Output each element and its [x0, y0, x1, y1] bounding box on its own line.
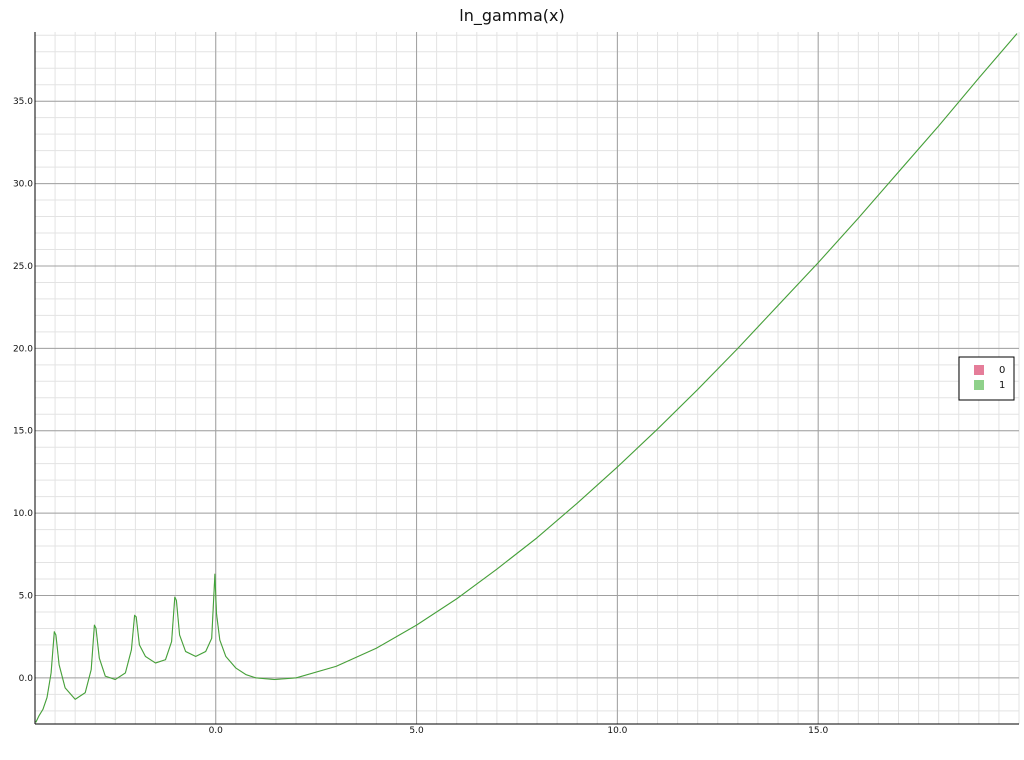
- x-tick-label: 0.0: [209, 726, 224, 736]
- y-tick-label: 30.0: [13, 180, 33, 190]
- y-tick-label: 20.0: [13, 344, 33, 354]
- x-tick-label: 5.0: [409, 726, 424, 736]
- legend[interactable]: 01: [958, 356, 1015, 401]
- legend-label-0[interactable]: 0: [999, 365, 1005, 376]
- legend-swatch-0[interactable]: [974, 365, 984, 375]
- series-line-1: [35, 33, 1018, 723]
- y-tick-label: 5.0: [19, 591, 34, 601]
- y-tick-label: 10.0: [13, 509, 33, 519]
- y-tick-label: 35.0: [13, 97, 33, 107]
- y-tick-label: 15.0: [13, 427, 33, 437]
- x-tick-label: 10.0: [607, 726, 627, 736]
- chart-title: ln_gamma(x): [459, 6, 565, 25]
- series-layer: [35, 33, 1018, 723]
- axes-layer: [34, 32, 1019, 725]
- legend-label-1[interactable]: 1: [999, 380, 1005, 391]
- y-tick-label: 0.0: [19, 674, 34, 684]
- series-line-0: [35, 33, 1018, 723]
- y-tick-label: 25.0: [13, 262, 33, 272]
- grid-layer: [34, 32, 1020, 724]
- legend-swatch-1[interactable]: [974, 380, 984, 390]
- x-tick-label: 15.0: [808, 726, 828, 736]
- tick-labels: 0.0 5.0 10.0 15.0 0.0 5.0 10.0 15.0 20.0 25.0 30.0…: [13, 97, 829, 736]
- legend-box: [958, 356, 1015, 401]
